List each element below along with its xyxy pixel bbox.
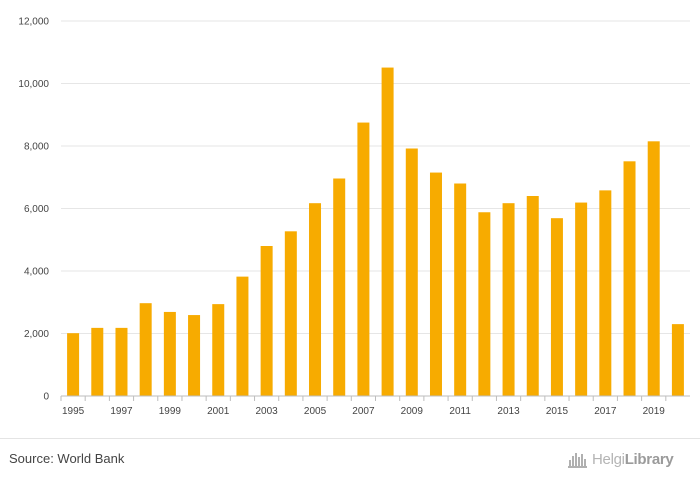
helgi-library-logo[interactable]: HelgiLibrary [568, 449, 674, 469]
y-tick-label: 6,000 [24, 204, 49, 215]
x-tick-label: 2015 [546, 406, 569, 417]
bar-1999[interactable] [163, 311, 176, 396]
bar-2020[interactable] [671, 324, 684, 396]
bar-2010[interactable] [429, 172, 442, 396]
bar-2018[interactable] [623, 161, 636, 396]
bar-2003[interactable] [260, 246, 273, 396]
y-tick-label: 4,000 [24, 267, 49, 278]
y-tick-label: 12,000 [18, 17, 49, 28]
bar-2017[interactable] [599, 190, 612, 396]
bar-2002[interactable] [236, 276, 249, 396]
x-tick-label: 2019 [643, 406, 666, 417]
x-tick-label: 2001 [207, 406, 230, 417]
y-tick-label: 8,000 [24, 142, 49, 153]
bar-2001[interactable] [212, 304, 225, 396]
bar-2008[interactable] [381, 67, 394, 396]
bar-2019[interactable] [647, 141, 660, 396]
x-tick-label: 2011 [449, 406, 471, 417]
y-tick-label: 10,000 [18, 79, 49, 90]
bar-2016[interactable] [575, 202, 588, 396]
bar-2014[interactable] [526, 196, 539, 396]
bar-2009[interactable] [405, 148, 418, 397]
x-tick-label: 2005 [304, 406, 327, 417]
x-tick-label: 1999 [159, 406, 182, 417]
x-tick-label: 2003 [256, 406, 279, 417]
footer-divider [0, 438, 700, 439]
bar-1995[interactable] [67, 333, 80, 396]
bar-2012[interactable] [478, 212, 491, 396]
y-tick-label: 2,000 [24, 329, 49, 340]
x-tick-label: 1997 [110, 406, 133, 417]
bar-2007[interactable] [357, 122, 370, 396]
y-axis-tick-labels: 0 2,000 4,000 6,000 8,000 10,000 12,000 [18, 17, 49, 403]
x-tick-label: 2007 [352, 406, 375, 417]
bar-2006[interactable] [333, 178, 346, 397]
helgi-library-logo-icon [568, 453, 587, 468]
bars [67, 67, 684, 397]
bar-1997[interactable] [115, 327, 128, 396]
y-tick-label: 0 [43, 392, 49, 403]
gridlines [61, 20, 690, 334]
bar-1996[interactable] [91, 327, 104, 396]
bar-2005[interactable] [309, 203, 322, 396]
bar-1998[interactable] [139, 303, 152, 396]
logo-word-helgi: Helgi [592, 450, 625, 468]
x-tick-label: 2017 [594, 406, 617, 417]
x-axis-tick-labels: 1995 1997 1999 2001 2003 2005 2007 2009 2011 2013… [60, 396, 667, 417]
bar-2015[interactable] [550, 218, 563, 396]
source-note: Source: World Bank [9, 451, 125, 466]
logo-word-library: Library [624, 450, 674, 468]
bar-2011[interactable] [454, 183, 467, 397]
bar-2013[interactable] [502, 203, 515, 396]
helgi-library-wordmark: HelgiLibrary [592, 450, 674, 468]
x-tick-label: 1995 [62, 406, 85, 417]
bar-2004[interactable] [284, 231, 297, 396]
x-tick-label: 2013 [497, 406, 520, 417]
x-tick-label: 2009 [401, 406, 424, 417]
bar-2000[interactable] [188, 315, 201, 396]
